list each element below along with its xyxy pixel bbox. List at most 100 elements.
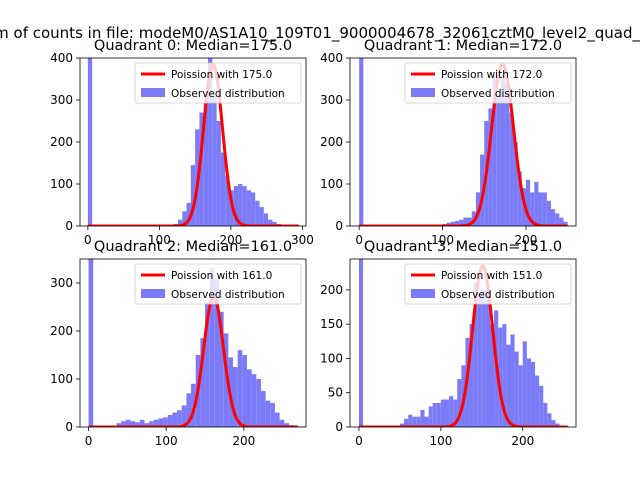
y-tick-label: 100 [320,351,343,365]
legend-box [404,263,572,305]
histogram-bar [242,355,247,427]
histogram-bar [550,209,556,226]
histogram-bar [284,423,289,427]
histogram-bar [440,399,445,427]
x-tick-label: 200 [219,233,242,247]
histogram-bar [510,334,515,427]
histogram-bar [225,175,230,226]
histogram-bar [432,403,437,427]
poisson-fit-line [87,62,300,226]
histogram-bar [420,409,425,427]
y-tick-label: 300 [50,93,73,107]
histogram-bar [268,219,273,226]
poisson-fit-line [358,264,569,427]
histogram-bar [212,95,217,226]
histogram-bar [538,192,543,226]
histogram-bar [149,421,154,427]
legend-box [134,263,302,305]
histogram-bar [513,142,518,226]
legend: Poission with 172.0 Observed distribution [404,62,572,104]
histogram-bar [203,100,209,226]
histogram-bar [121,421,126,427]
y-tick-label: 100 [50,177,73,191]
histogram-bar [246,369,252,427]
histogram-bar [467,217,472,226]
quadrant-plot-1: 0 100 200 0 100 200 300 400 Quadrant 1: Median=1… [320,38,577,247]
y-tick-label: 0 [335,219,343,233]
plot-title: Quadrant 2: Median=161.0 [94,239,292,255]
histogram-bar [399,423,405,427]
histogram-bar [459,219,464,226]
histogram-bar [500,74,506,226]
y-tick-label: 100 [50,372,73,386]
histogram-bar [190,165,196,226]
histogram-bar [255,200,260,226]
histogram-bar [517,171,522,226]
histogram-bar [404,418,409,427]
legend-bar-swatch [411,88,435,97]
histogram-bar [412,416,417,427]
x-tick-label: 0 [84,233,92,247]
histogram-bar [256,379,261,427]
y-tick-label: 50 [328,386,343,400]
legend: Poission with 151.0 Observed distribution [404,263,572,305]
histogram-bar [259,207,264,226]
quadrant-plot-2: 0 100 200 0 100 200 300 Quadrant 2: Median=161.… [50,239,307,448]
histogram-bar [498,327,503,427]
plot-frame [79,258,307,428]
histogram-bar [177,410,182,427]
histogram-bar [450,221,456,226]
histogram-bar [436,403,441,427]
legend-box [404,62,572,104]
histogram-bar [563,221,568,226]
y-tick-label: 200 [50,135,73,149]
legend-bar-swatch [141,289,165,298]
y-tick-label: 100 [320,177,343,191]
histogram-bar [509,112,514,226]
legend-fit-label: Poission with 172.0 [441,69,542,81]
y-tick-label: 150 [320,317,343,331]
histogram-bar [242,186,247,226]
legend-fit-label: Poission with 161.0 [171,270,272,282]
histogram-bar [172,412,178,427]
histogram-bar [279,419,285,427]
y-tick-label: 300 [320,93,343,107]
histogram-bar [219,311,224,427]
plot-title: Quadrant 0: Median=175.0 [94,38,292,54]
legend-fit-label: Poission with 151.0 [441,270,542,282]
plot-title: Quadrant 3: Median=151.0 [364,239,562,255]
histogram-bar [555,423,560,427]
legend-fit-label: Poission with 175.0 [171,69,272,81]
histogram-bar [481,289,486,427]
histogram-bar [209,268,215,427]
x-tick-label: 100 [155,434,178,448]
y-tick-label: 400 [320,51,343,65]
histogram-bar [260,391,266,427]
histogram-bar [535,375,540,427]
legend-bar-swatch [411,289,435,298]
y-tick-label: 400 [50,51,73,65]
histogram-bar [87,58,93,226]
x-tick-label: 200 [511,434,534,448]
histogram-bar [473,283,478,427]
histogram-bar [547,413,552,427]
histogram-bar [485,289,491,427]
histogram-bar [490,324,495,427]
histogram-bar [238,184,243,226]
histogram-bar [492,74,497,226]
histogram-bar [130,421,136,427]
histogram-bar [263,213,269,226]
x-tick-label: 0 [355,434,363,448]
histogram-bar [530,192,535,226]
histogram-bar [232,367,238,427]
histogram-bar [416,416,421,427]
histogram-bar [428,406,433,427]
quadrant-plot-3: 0 100 200 0 50 100 150 200 Quadrant 3: Median=15… [320,239,577,448]
histogram-bar [469,324,474,427]
histogram-bar [502,324,507,427]
histogram-bar [359,259,364,427]
histogram-bar [359,58,364,226]
legend-observed-label: Observed distribution [171,88,285,100]
histogram-bar [424,416,429,427]
